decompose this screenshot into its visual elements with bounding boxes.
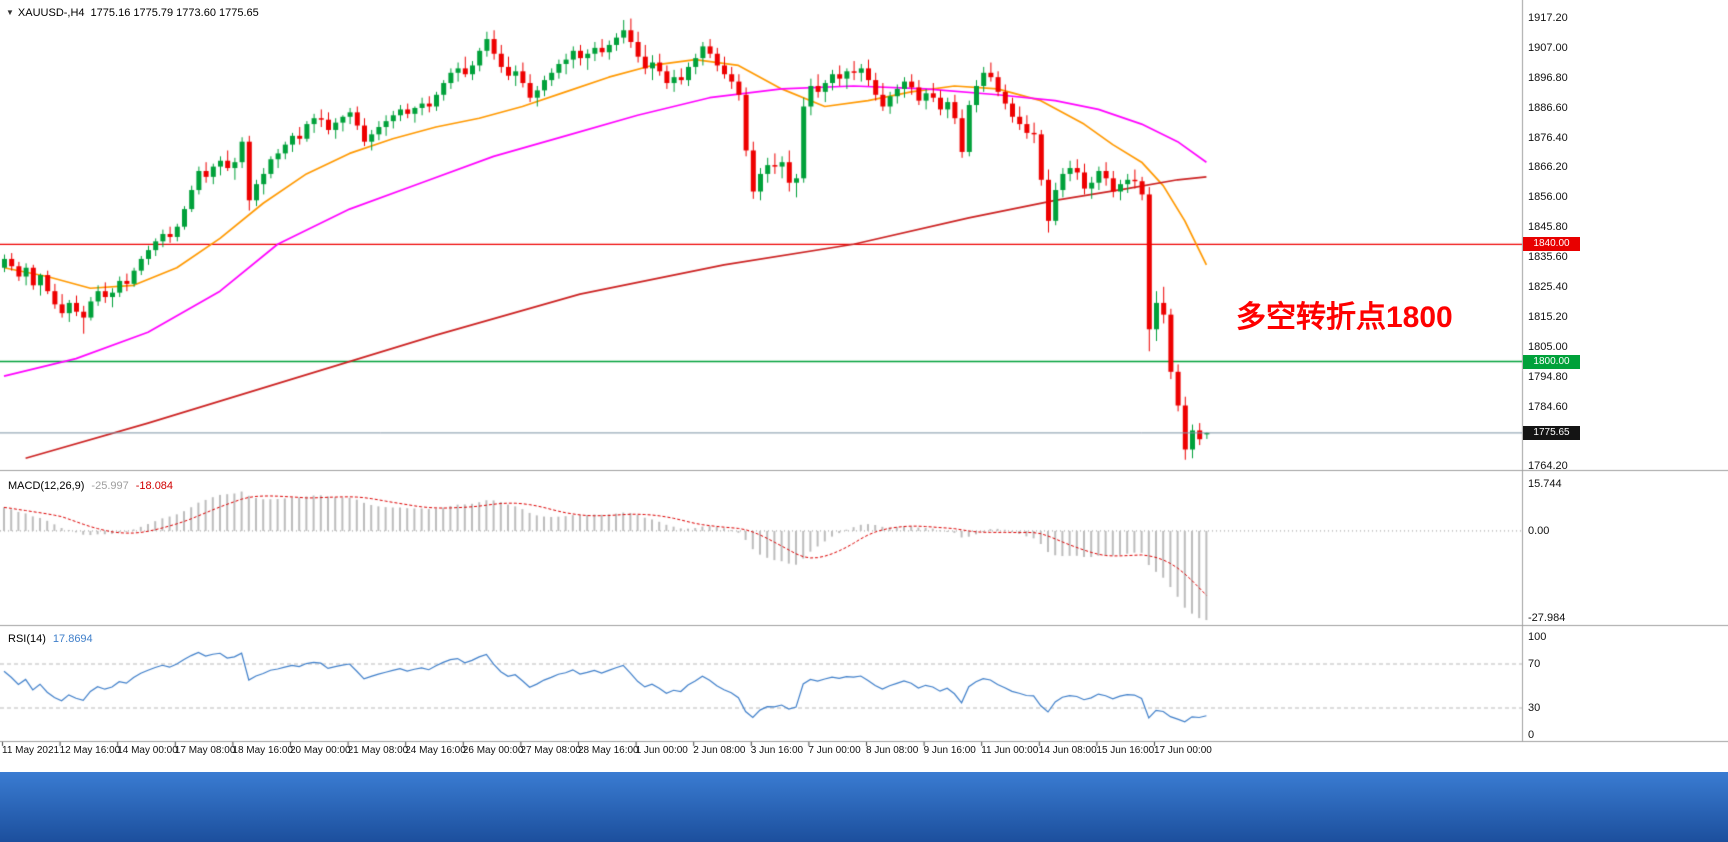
price-axis-label: 1856.00 <box>1528 191 1568 204</box>
symbol-info: ▼ XAUUSD-,H4 1775.16 1775.79 1773.60 1775.… <box>6 7 259 19</box>
rsi-axis-label: 70 <box>1528 658 1541 670</box>
price-axis-label: 1886.60 <box>1528 101 1568 114</box>
rsi-axis-label: 0 <box>1528 729 1535 741</box>
price-chart-canvas[interactable] <box>0 0 1728 770</box>
macd-axis-label: -27.984 <box>1528 612 1566 624</box>
time-axis-label: 14 Jun 08:00 <box>1038 745 1097 756</box>
macd-indicator-label: MACD(12,26,9) -25.997 -18.084 <box>8 480 173 492</box>
price-axis-label: 1784.60 <box>1528 400 1568 413</box>
price-axis-label: 1866.20 <box>1528 161 1568 174</box>
price-axis-label: 1764.20 <box>1528 460 1568 473</box>
price-axis-label: 1835.60 <box>1528 251 1568 264</box>
time-axis-label: 24 May 16:00 <box>405 745 466 756</box>
time-axis-label: 15 Jun 16:00 <box>1096 745 1155 756</box>
rsi-indicator-label: RSI(14) 17.8694 <box>8 633 93 645</box>
time-axis-label: 11 May 2021 <box>2 745 60 756</box>
time-axis-label: 17 May 08:00 <box>174 745 236 756</box>
time-axis-label: 1 Jun 00:00 <box>635 745 688 756</box>
time-axis-label: 12 May 16:00 <box>59 745 121 756</box>
rsi-axis-label: 30 <box>1528 702 1541 714</box>
time-axis-label: 8 Jun 08:00 <box>866 745 919 756</box>
support-price-badge: 1800.00 <box>1523 354 1580 369</box>
rsi-value: 17.8694 <box>52 633 93 645</box>
price-axis-label: 1896.80 <box>1528 71 1568 84</box>
time-axis-label: 28 May 16:00 <box>578 745 639 756</box>
macd-axis-label: 15.744 <box>1528 478 1562 490</box>
chart-annotation-text: 多空转折点1800 <box>1236 301 1453 334</box>
current-price-badge: 1775.65 <box>1523 425 1580 440</box>
resistance-price-badge: 1840.00 <box>1523 237 1580 252</box>
price-axis-label: 1825.40 <box>1528 281 1568 294</box>
rsi-axis-label: 100 <box>1528 631 1547 643</box>
ohlc-readout: 1775.16 1775.79 1773.60 1775.65 <box>90 7 259 19</box>
price-axis-label: 1907.00 <box>1528 41 1568 54</box>
time-axis-label: 14 May 00:00 <box>117 745 178 756</box>
time-axis-label: 3 Jun 16:00 <box>750 745 804 756</box>
price-axis-label: 1876.40 <box>1528 131 1568 144</box>
price-axis-label: 1805.00 <box>1528 340 1568 353</box>
price-axis-label: 1815.20 <box>1528 310 1568 323</box>
time-axis-label: 7 Jun 00:00 <box>808 745 861 756</box>
macd-title: MACD(12,26,9) <box>8 480 85 492</box>
macd-main-value: -25.997 <box>91 480 129 492</box>
macd-axis-label: 0.00 <box>1528 524 1550 537</box>
macd-signal-value: -18.084 <box>135 480 174 492</box>
rsi-title: RSI(14) <box>8 633 46 645</box>
symbol-timeframe-label: XAUUSD-,H4 <box>17 7 85 19</box>
time-axis-label: 26 May 00:00 <box>462 745 524 756</box>
time-axis-label: 20 May 00:00 <box>290 745 351 756</box>
price-axis-label: 1917.20 <box>1528 11 1568 24</box>
time-axis-label: 2 Jun 08:00 <box>693 745 746 756</box>
time-axis-label: 9 Jun 16:00 <box>923 745 976 756</box>
bottom-banner-strip <box>0 772 1728 842</box>
time-axis-label: 21 May 08:00 <box>347 745 409 756</box>
time-axis-label: 11 Jun 00:00 <box>981 745 1039 756</box>
symbol-dropdown-arrow-icon[interactable]: ▼ <box>6 8 14 17</box>
price-axis-label: 1845.80 <box>1528 221 1568 234</box>
time-axis-label: 27 May 08:00 <box>520 745 581 756</box>
time-axis-label: 17 Jun 00:00 <box>1154 745 1212 756</box>
time-axis-label: 18 May 16:00 <box>232 745 293 756</box>
price-axis-label: 1794.80 <box>1528 370 1568 383</box>
